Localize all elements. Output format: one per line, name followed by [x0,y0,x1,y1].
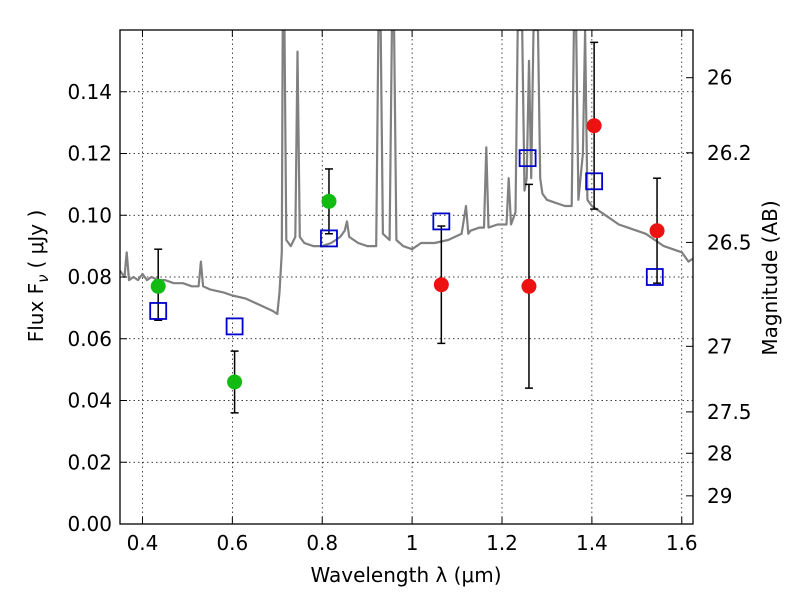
y-tick-label: 0.10 [67,203,112,227]
model-square-point [149,302,168,320]
grid-lines [120,30,693,525]
y-axis-label: Flux Fν ( μJy ) [24,210,52,343]
x-tick-label: 0.8 [306,531,338,555]
red-data-point [433,277,449,293]
y-axis-label-main: Flux F [24,283,48,342]
x-tick-label: 1 [406,531,419,555]
green-data-point [150,278,166,294]
magnitude-tick-label: 29 [707,484,732,508]
x-axis-ticks: 0.4 0.6 0.8 1 1.2 1.4 1.6 [127,30,698,555]
magnitude-axis-ticks: 26 26.2 26.5 27 27.5 28 29 [686,66,752,508]
y-axis-label-subscript: ν [34,274,52,282]
y-tick-label: 0.06 [67,327,112,351]
y-axis-label-units: ( μJy ) [24,210,48,269]
magnitude-tick-label: 26.5 [707,230,752,254]
magnitude-tick-label: 27.5 [707,400,752,424]
green-data-point [227,374,243,390]
y-tick-label: 0.02 [67,450,112,474]
x-tick-label: 1.4 [576,531,608,555]
y-tick-label: 0.08 [67,265,112,289]
red-data-point [649,223,665,239]
model-square-point [225,317,244,336]
red-data-point [521,278,537,294]
x-tick-label: 0.6 [216,531,248,555]
model-square-point [585,172,604,191]
model-square-point [518,149,537,168]
model-square-point [645,268,664,286]
y-tick-label: 0.12 [67,142,112,166]
x-tick-label: 1.6 [666,531,698,555]
data-markers [149,118,665,390]
x-tick-label: 1.2 [486,531,518,555]
model-square-point [432,212,451,231]
green-data-point [321,193,337,209]
model-square-point [320,229,338,248]
x-axis-label: Wavelength λ (μm) [310,563,501,587]
y-axis-ticks: 0.00 0.02 0.04 0.06 0.08 0.10 0.12 0.14 [67,80,127,536]
magnitude-tick-label: 26.2 [707,141,752,165]
magnitude-tick-label: 27 [707,334,732,358]
x-tick-label: 0.4 [127,531,159,555]
model-spectrum-line [120,30,693,316]
right-axis-label: Magnitude (AB) [758,200,782,355]
y-tick-label: 0.04 [67,389,112,413]
y-tick-label: 0.14 [67,80,112,104]
y-tick-label: 0.00 [67,512,112,536]
magnitude-tick-label: 28 [707,441,732,465]
magnitude-tick-label: 26 [707,66,732,90]
red-data-point [586,118,602,134]
